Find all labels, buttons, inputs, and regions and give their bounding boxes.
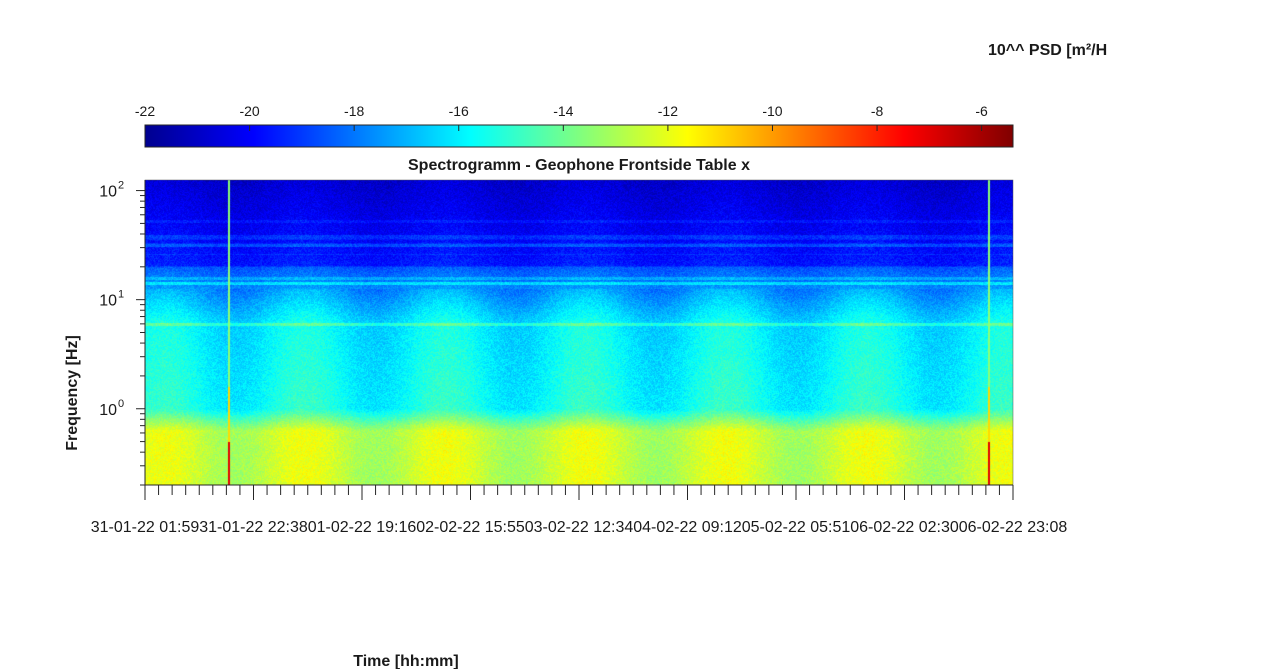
x-tick-label: 05-02-22 05:51 (742, 519, 851, 536)
y-tick-exponent: 0 (118, 398, 124, 410)
x-tick-label: 31-01-22 01:59 (91, 519, 200, 536)
colorbar-gradient (144, 124, 1014, 148)
colorbar-tick-label: -14 (553, 103, 573, 119)
x-tick-label: 03-02-22 12:34 (525, 519, 634, 536)
x-axis-ticks: 31-01-22 01:59 31-01-22 22:38 01-02-22 19:… (91, 485, 1068, 536)
y-tick-label: 10 (99, 184, 117, 201)
x-tick-label: 06-02-22 23:08 (959, 519, 1068, 536)
colorbar-tick-label: -10 (762, 103, 782, 119)
colorbar: -22 -20 -18 -16 -14 -12 -10 -8 -6 (135, 103, 1014, 148)
x-tick-label: 04-02-22 09:12 (633, 519, 742, 536)
colorbar-tick-label: -12 (658, 103, 678, 119)
x-axis: 31-01-22 01:59 31-01-22 22:38 01-02-22 19:… (91, 484, 1068, 669)
colorbar-label: 10^^ PSD [m²/H (988, 42, 1107, 59)
colorbar-tick-label: -16 (449, 103, 469, 119)
spectrogram-image (145, 180, 1013, 485)
x-tick-label: 01-02-22 19:16 (308, 519, 417, 536)
colorbar-tick-label: -6 (975, 103, 988, 119)
x-axis-label: Time [hh:mm] (353, 653, 458, 669)
y-tick-label: 10 (99, 293, 117, 310)
plot-area (144, 179, 1014, 486)
colorbar-tick-label: -8 (871, 103, 884, 119)
y-tick-label: 10 (99, 402, 117, 419)
x-tick-label: 06-02-22 02:30 (850, 519, 959, 536)
y-tick-exponent: 1 (118, 289, 124, 301)
colorbar-ticks: -22 -20 -18 -16 -14 -12 -10 -8 -6 (135, 103, 988, 131)
y-axis-label: Frequency [Hz] (64, 335, 81, 451)
colorbar-tick-label: -18 (344, 103, 364, 119)
chart-title: Spectrogramm - Geophone Frontside Table … (408, 157, 750, 174)
x-tick-label: 31-01-22 22:38 (199, 519, 308, 536)
colorbar-tick-label: -20 (239, 103, 259, 119)
colorbar-tick-label: -22 (135, 103, 155, 119)
y-tick-exponent: 2 (118, 180, 124, 192)
x-tick-label: 02-02-22 15:55 (416, 519, 525, 536)
